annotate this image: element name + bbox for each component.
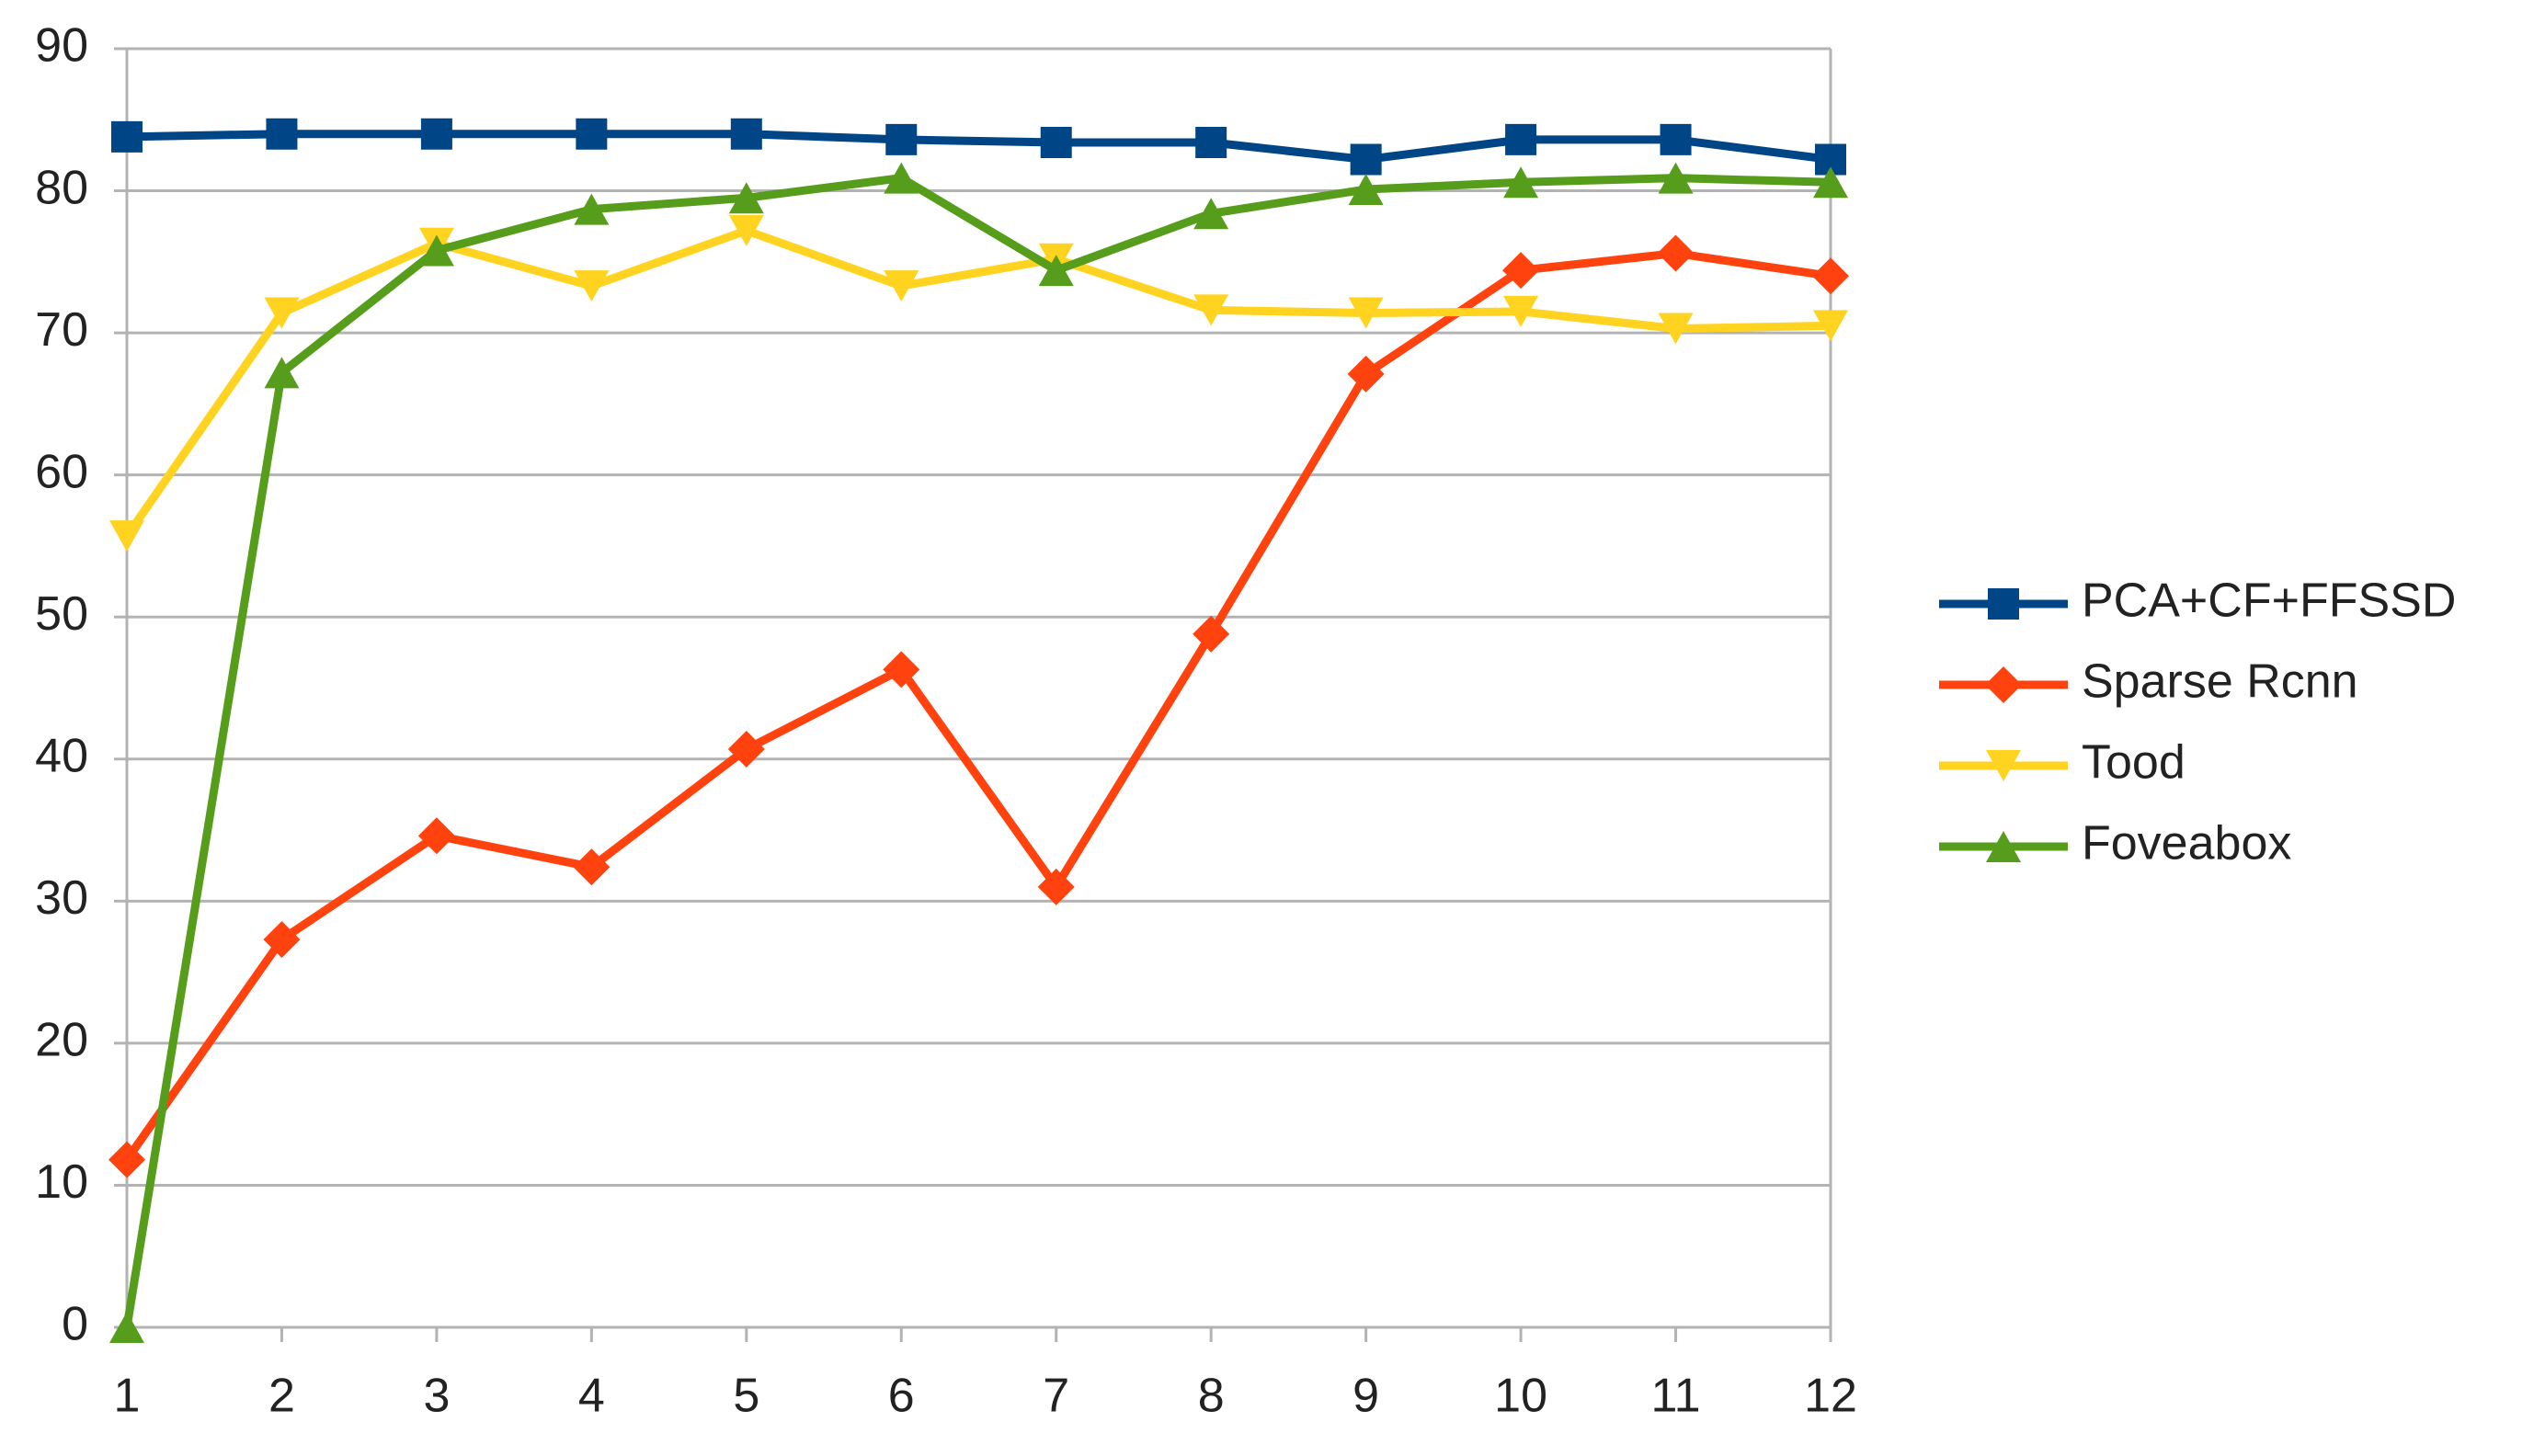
marker	[884, 162, 919, 194]
marker	[1505, 123, 1537, 155]
legend-marker	[1988, 588, 2019, 620]
marker	[264, 297, 300, 329]
y-tick-label: 90	[35, 19, 88, 73]
marker	[1502, 252, 1540, 290]
x-tick-label: 11	[1651, 1370, 1701, 1423]
marker	[1348, 297, 1384, 329]
series-line	[123, 249, 1832, 1163]
y-tick-label: 50	[35, 587, 88, 641]
marker	[109, 1312, 144, 1343]
legend-label: Tood	[2082, 736, 2186, 790]
marker	[266, 118, 298, 150]
marker	[1813, 166, 1848, 199]
marker	[728, 182, 764, 214]
marker	[885, 123, 918, 155]
series	[108, 234, 1849, 1178]
marker	[730, 118, 762, 150]
marker	[108, 1141, 145, 1178]
y-tick-label: 30	[35, 871, 88, 925]
marker	[1347, 355, 1385, 392]
legend-marker	[1985, 666, 2022, 703]
series-line	[122, 174, 1832, 1328]
marker	[1193, 294, 1229, 326]
marker	[1812, 257, 1849, 295]
marker	[884, 270, 919, 302]
marker	[1503, 295, 1539, 327]
marker	[573, 848, 611, 886]
marker	[574, 193, 610, 225]
marker	[1195, 127, 1227, 159]
marker	[1503, 166, 1539, 199]
y-tick-label: 20	[35, 1014, 88, 1067]
marker	[1657, 234, 1695, 272]
marker	[1040, 127, 1072, 159]
x-tick-label: 4	[578, 1370, 605, 1423]
marker	[111, 120, 143, 153]
x-tick-label: 3	[423, 1370, 450, 1423]
marker	[1813, 310, 1848, 342]
x-tick-label: 2	[268, 1370, 295, 1423]
marker	[574, 270, 610, 302]
x-tick-label: 5	[733, 1370, 759, 1423]
series	[109, 162, 1848, 1343]
x-tick-label: 7	[1043, 1370, 1069, 1423]
legend-label: PCA+CF+FFSSD	[2082, 574, 2456, 628]
marker	[1193, 615, 1230, 653]
y-tick-label: 40	[35, 730, 88, 783]
marker	[1037, 868, 1075, 905]
legend-label: Foveabox	[2082, 817, 2291, 870]
series-line	[126, 130, 1832, 165]
legend-label: Sparse Rcnn	[2082, 655, 2358, 709]
marker	[417, 817, 455, 855]
y-tick-label: 10	[35, 1155, 88, 1209]
x-tick-label: 1	[114, 1370, 141, 1423]
marker	[420, 118, 452, 150]
marker	[1658, 313, 1694, 345]
y-tick-label: 70	[35, 303, 88, 357]
marker	[418, 234, 454, 267]
marker	[576, 118, 608, 150]
y-tick-label: 60	[35, 445, 88, 498]
marker	[1658, 162, 1694, 194]
marker	[263, 921, 301, 959]
legend-marker	[1986, 831, 2021, 862]
marker	[1348, 174, 1384, 206]
legend-marker	[1986, 750, 2021, 781]
y-tick-label: 80	[35, 161, 88, 214]
marker	[727, 730, 765, 768]
series-line	[123, 226, 1832, 539]
series	[111, 118, 1846, 176]
x-tick-label: 12	[1804, 1370, 1857, 1423]
marker	[1660, 123, 1692, 155]
marker	[1193, 198, 1229, 230]
series	[109, 214, 1848, 552]
marker	[109, 520, 144, 552]
marker	[1350, 143, 1382, 176]
marker	[883, 651, 920, 688]
x-tick-label: 10	[1494, 1370, 1547, 1423]
marker	[1815, 143, 1846, 176]
y-tick-label: 0	[62, 1298, 88, 1351]
x-tick-label: 9	[1352, 1370, 1379, 1423]
x-tick-label: 6	[888, 1370, 915, 1423]
marker	[728, 214, 764, 246]
marker	[264, 357, 300, 389]
marker	[1038, 255, 1074, 287]
x-tick-label: 8	[1198, 1370, 1225, 1423]
